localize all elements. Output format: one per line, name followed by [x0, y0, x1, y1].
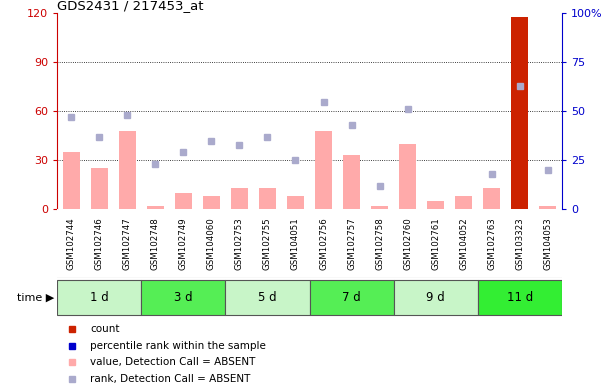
- Text: time ▶: time ▶: [17, 293, 54, 303]
- Text: percentile rank within the sample: percentile rank within the sample: [90, 341, 266, 351]
- Text: GSM104052: GSM104052: [459, 217, 468, 270]
- Bar: [483, 188, 500, 209]
- Text: 7 d: 7 d: [342, 291, 361, 304]
- Bar: [119, 131, 136, 209]
- Bar: [371, 206, 388, 209]
- Text: GSM102753: GSM102753: [235, 217, 244, 270]
- Text: rank, Detection Call = ABSENT: rank, Detection Call = ABSENT: [90, 374, 250, 384]
- Text: GSM102760: GSM102760: [403, 217, 412, 270]
- Bar: [175, 193, 192, 209]
- Text: 11 d: 11 d: [507, 291, 533, 304]
- Bar: [231, 188, 248, 209]
- Text: GSM102746: GSM102746: [95, 217, 103, 270]
- Text: GDS2431 / 217453_at: GDS2431 / 217453_at: [57, 0, 204, 12]
- Text: value, Detection Call = ABSENT: value, Detection Call = ABSENT: [90, 358, 255, 367]
- Text: GSM104051: GSM104051: [291, 217, 300, 270]
- FancyBboxPatch shape: [225, 280, 310, 315]
- Text: GSM102748: GSM102748: [151, 217, 160, 270]
- Text: GSM102763: GSM102763: [487, 217, 496, 270]
- Text: GSM102761: GSM102761: [432, 217, 440, 270]
- Text: GSM104060: GSM104060: [207, 217, 216, 270]
- Text: 3 d: 3 d: [174, 291, 192, 304]
- Text: GSM102744: GSM102744: [67, 217, 76, 270]
- Text: 1 d: 1 d: [90, 291, 109, 304]
- Bar: [456, 196, 472, 209]
- Bar: [147, 206, 163, 209]
- Bar: [399, 144, 416, 209]
- Text: 5 d: 5 d: [258, 291, 276, 304]
- Text: GSM104053: GSM104053: [543, 217, 552, 270]
- Text: GSM102747: GSM102747: [123, 217, 132, 270]
- Text: GSM102755: GSM102755: [263, 217, 272, 270]
- Bar: [427, 201, 444, 209]
- Text: GSM102756: GSM102756: [319, 217, 328, 270]
- Bar: [63, 152, 79, 209]
- FancyBboxPatch shape: [310, 280, 394, 315]
- Bar: [511, 17, 528, 209]
- Bar: [343, 156, 360, 209]
- Bar: [203, 196, 220, 209]
- Bar: [315, 131, 332, 209]
- Text: GSM102749: GSM102749: [179, 217, 188, 270]
- Text: 9 d: 9 d: [426, 291, 445, 304]
- FancyBboxPatch shape: [478, 280, 562, 315]
- Bar: [259, 188, 276, 209]
- FancyBboxPatch shape: [57, 280, 141, 315]
- Text: GSM102758: GSM102758: [375, 217, 384, 270]
- Text: GSM103323: GSM103323: [516, 217, 524, 270]
- Bar: [540, 206, 557, 209]
- Text: count: count: [90, 324, 120, 334]
- FancyBboxPatch shape: [394, 280, 478, 315]
- Text: GSM102757: GSM102757: [347, 217, 356, 270]
- Bar: [287, 196, 304, 209]
- Bar: [91, 169, 108, 209]
- FancyBboxPatch shape: [141, 280, 225, 315]
